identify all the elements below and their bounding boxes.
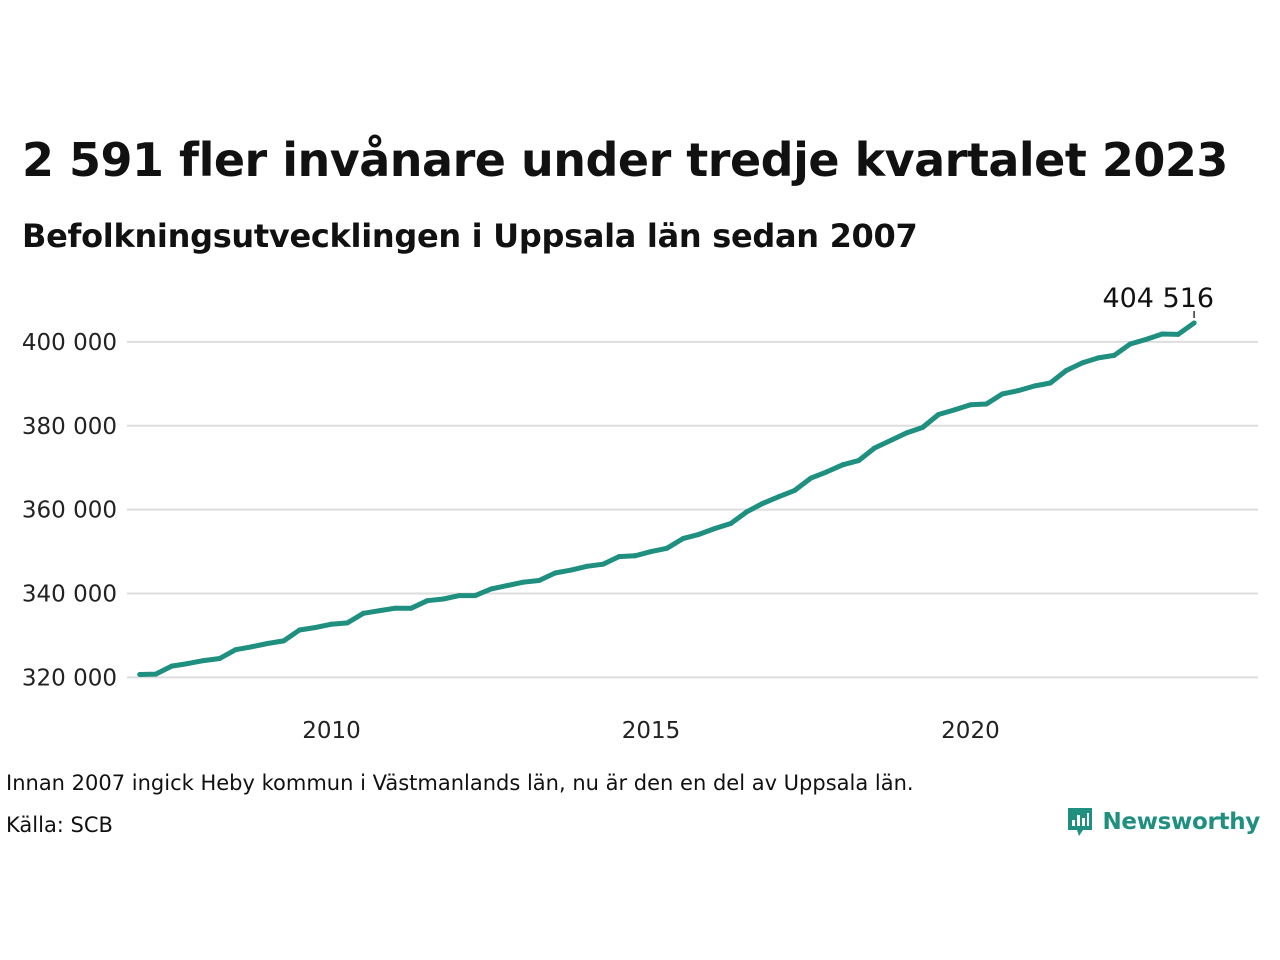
data-point [616, 554, 622, 560]
data-point [664, 545, 670, 551]
data-point [217, 656, 223, 662]
x-tick-label: 2020 [941, 718, 1000, 740]
y-tick-label: 360 000 [22, 498, 117, 524]
data-point [360, 610, 366, 616]
data-point [1127, 341, 1133, 347]
chart-title: 2 591 fler invånare under tredje kvartal… [22, 133, 1228, 187]
series-line [137, 320, 1197, 677]
data-point [1191, 320, 1197, 326]
data-point [137, 671, 143, 677]
x-tick-label: 2015 [622, 718, 681, 740]
line-chart: 320 000 340 000 360 000 380 000 400 000 2010… [22, 283, 1258, 740]
newsworthy-logo-icon [1068, 808, 1093, 836]
data-point [808, 475, 814, 481]
data-point [344, 620, 350, 626]
source-note: Källa: SCB [6, 813, 113, 837]
data-point [1095, 355, 1101, 361]
data-point [456, 593, 462, 599]
x-axis-labels: 2010 2015 2020 [302, 718, 1000, 740]
data-point [936, 411, 942, 417]
data-point [1111, 352, 1117, 358]
data-point [249, 644, 255, 650]
data-point [1175, 331, 1181, 337]
data-point [1159, 331, 1165, 337]
data-point [904, 430, 910, 436]
data-point [744, 509, 750, 515]
data-point [1031, 383, 1037, 389]
data-point [967, 402, 973, 408]
data-point [680, 536, 686, 542]
data-point [856, 458, 862, 464]
data-point [983, 401, 989, 407]
data-point [153, 671, 159, 677]
data-point [488, 586, 494, 592]
data-point [824, 469, 830, 475]
data-point [776, 494, 782, 500]
data-point [328, 621, 334, 627]
data-point [1079, 360, 1085, 366]
data-point [696, 531, 702, 537]
footnote: Innan 2007 ingick Heby kommun i Västmanl… [6, 771, 914, 795]
data-point [552, 570, 558, 576]
data-point [792, 487, 798, 493]
data-point [951, 407, 957, 413]
x-tick-label: 2010 [302, 718, 361, 740]
data-point [313, 625, 318, 631]
data-point [281, 638, 287, 644]
y-tick-label: 340 000 [22, 582, 117, 608]
data-point [760, 500, 766, 506]
data-point [840, 462, 846, 468]
data-point [600, 561, 606, 567]
data-point [520, 579, 526, 585]
grid-lines [127, 340, 1258, 679]
data-point [568, 567, 574, 573]
data-point [297, 627, 303, 633]
data-point [504, 583, 510, 589]
data-point [392, 605, 398, 611]
data-point [920, 424, 926, 430]
annotation-layer: 404 516 [1102, 283, 1214, 318]
data-point [424, 598, 430, 604]
end-value-label: 404 516 [1102, 283, 1214, 314]
data-point [872, 445, 878, 451]
data-point [632, 553, 638, 559]
data-point [376, 608, 382, 614]
data-point [201, 658, 207, 664]
data-point [265, 640, 271, 646]
data-point [1143, 336, 1149, 342]
data-point [440, 596, 446, 602]
chart-subtitle: Befolkningsutvecklingen i Uppsala län se… [22, 217, 918, 255]
data-point [728, 521, 734, 527]
data-point [472, 593, 478, 599]
data-point [648, 549, 654, 555]
data-point [233, 647, 239, 653]
data-point [1015, 388, 1021, 394]
y-tick-label: 380 000 [22, 414, 117, 440]
data-point [712, 526, 718, 532]
data-point [999, 391, 1005, 397]
y-axis-labels: 320 000 340 000 360 000 380 000 400 000 [22, 330, 117, 691]
data-point [888, 437, 894, 443]
data-point [169, 663, 175, 669]
brand-name: Newsworthy [1102, 809, 1260, 835]
data-point [1063, 367, 1069, 373]
data-point [536, 578, 542, 584]
y-tick-label: 400 000 [22, 330, 117, 356]
data-point [185, 661, 191, 667]
y-tick-label: 320 000 [22, 665, 117, 691]
series-layer [137, 320, 1197, 677]
data-point [584, 563, 590, 569]
data-point [1047, 380, 1053, 386]
brand-logo: Newsworthy [1066, 806, 1260, 838]
data-point [408, 605, 414, 611]
